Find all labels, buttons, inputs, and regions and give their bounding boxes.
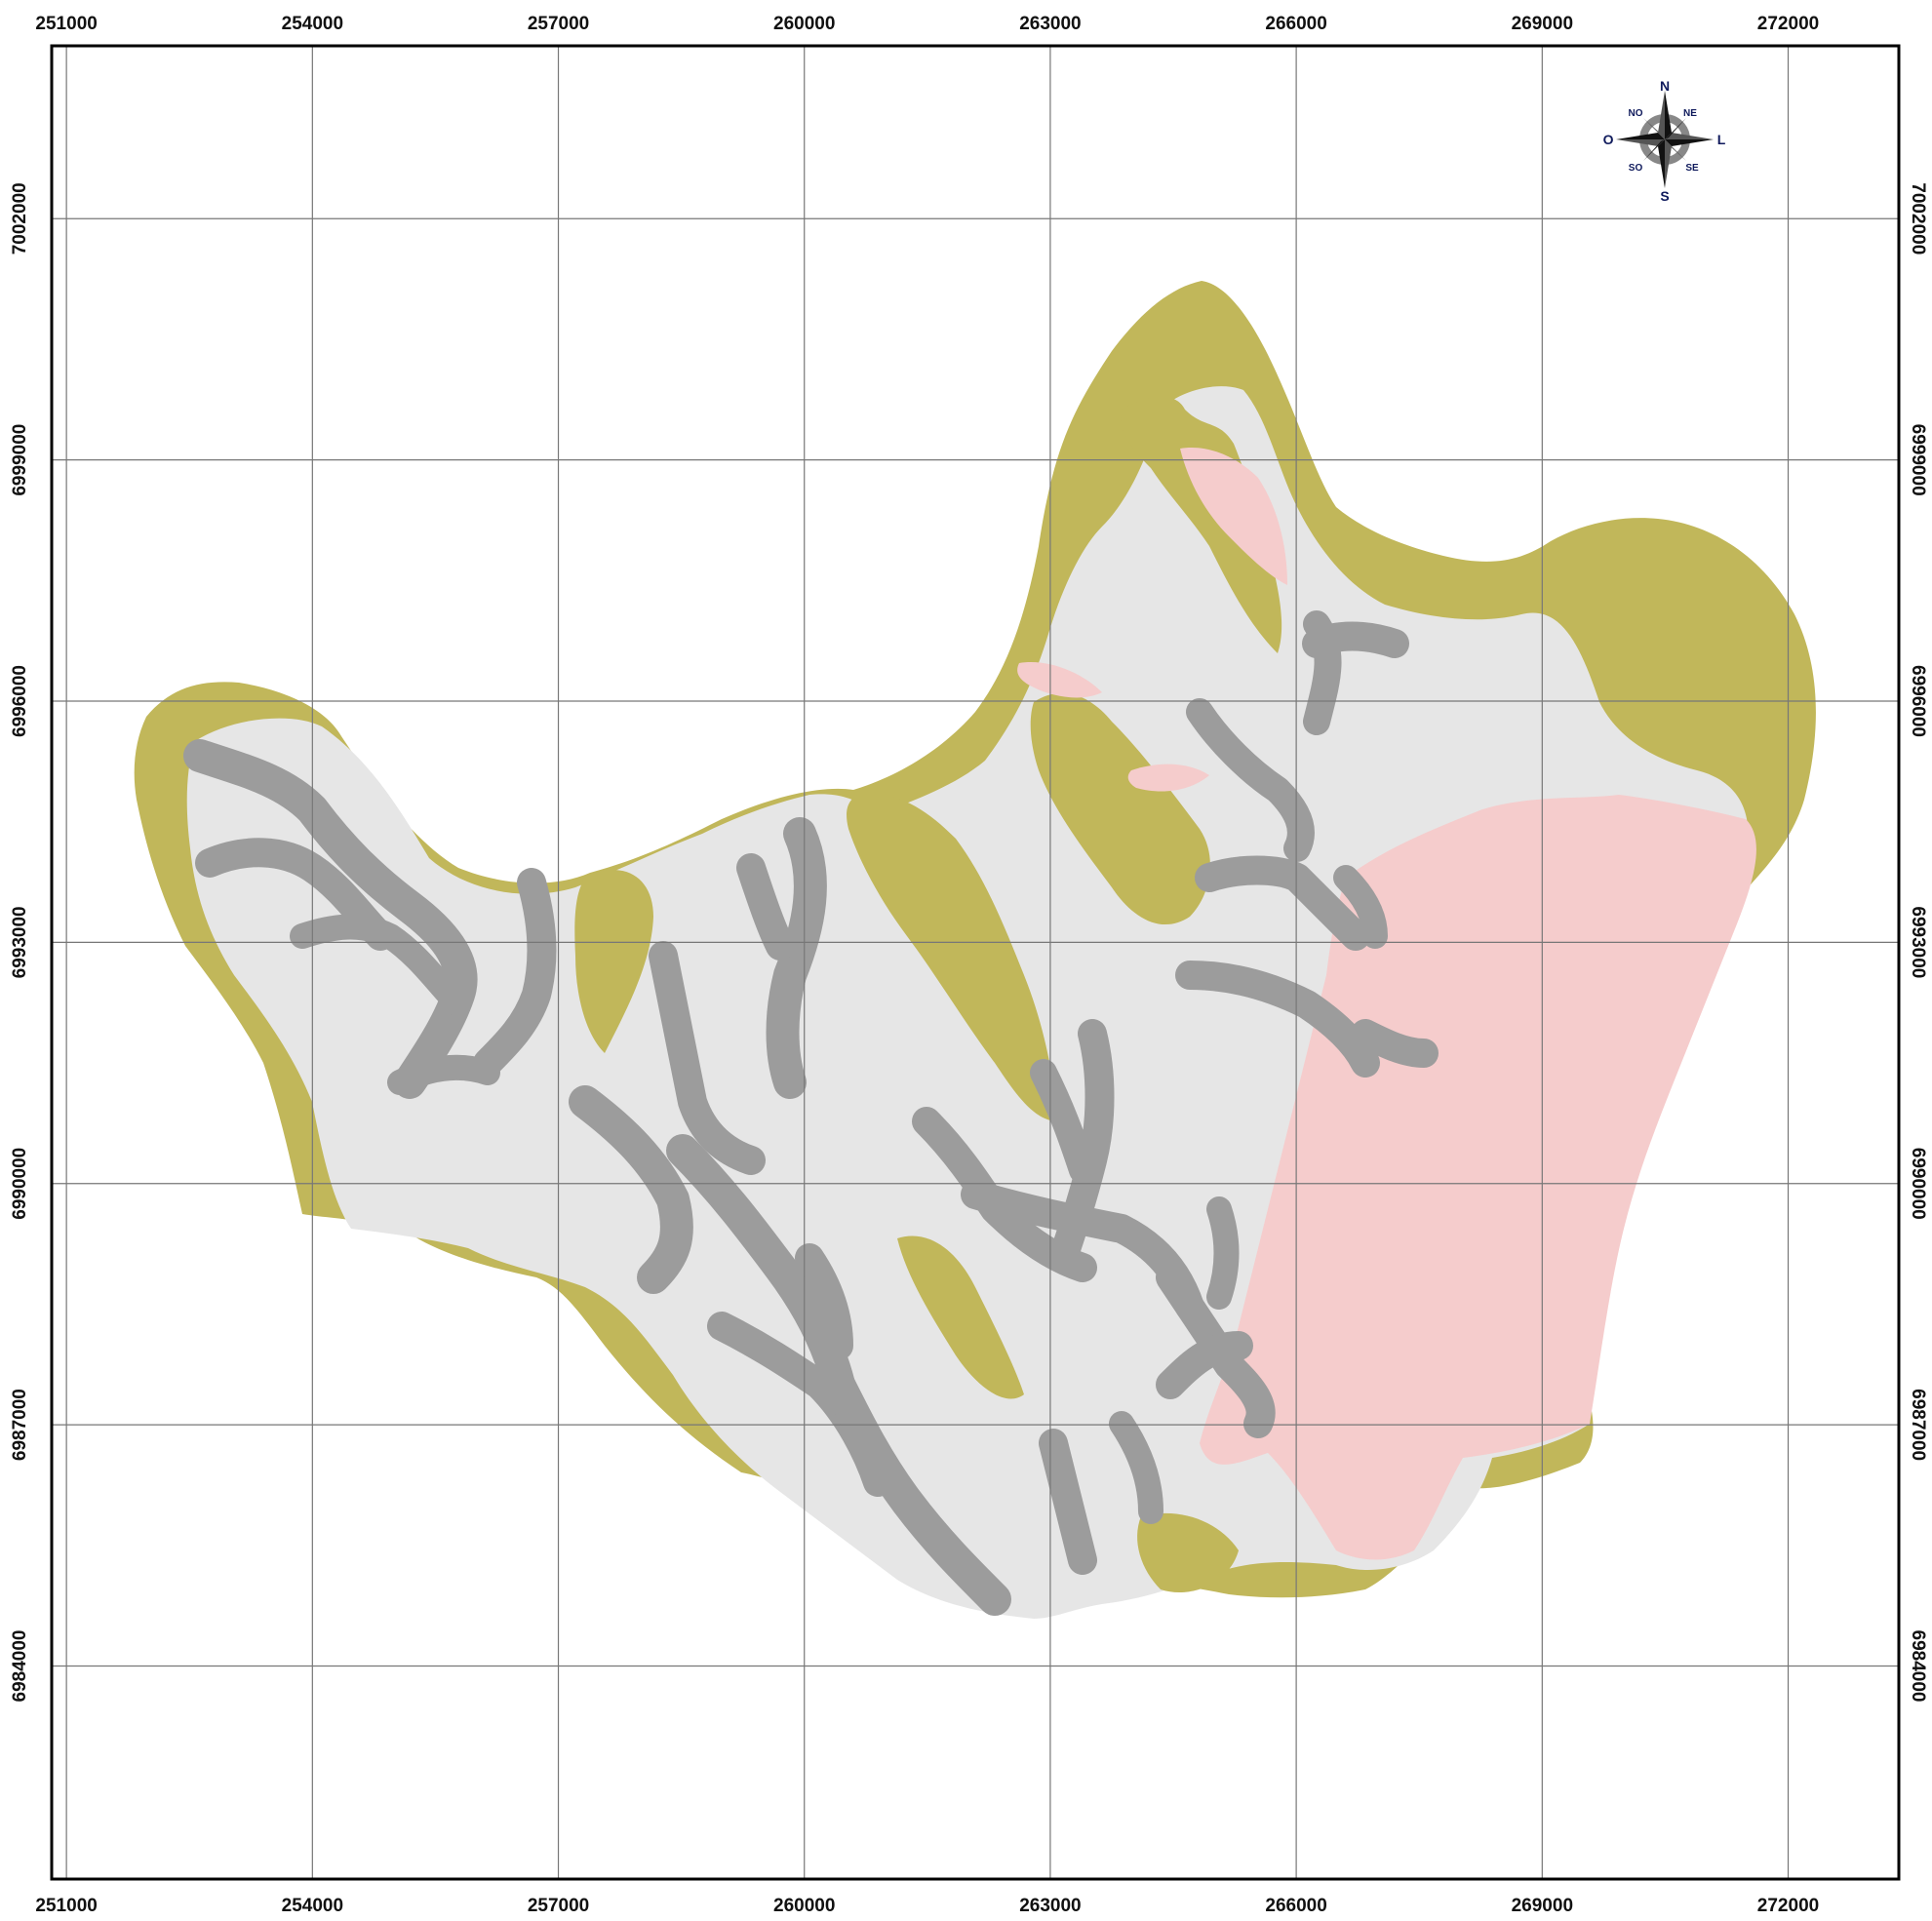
y-tick-label-left: 6984000: [10, 1630, 30, 1703]
x-tick-label-bottom: 269000: [1512, 1896, 1573, 1916]
y-tick-label-left: 6999000: [10, 424, 30, 496]
olive-inner-ridge: [1030, 692, 1210, 925]
olive-inner-south: [1137, 1512, 1239, 1593]
olive-inner-mid: [897, 1235, 1024, 1399]
y-tick-label-right: 7002000: [1908, 182, 1928, 255]
compass-rose-icon: N S L O NE NO SE SO: [1603, 78, 1726, 204]
map-grid: [52, 46, 1899, 1879]
x-tick-label-bottom: 257000: [528, 1896, 589, 1916]
x-tick-label-bottom: 263000: [1019, 1896, 1081, 1916]
x-tick-labels-top: 251000 254000 257000 260000 263000 266000 2690…: [35, 14, 1819, 34]
y-tick-label-left: 6990000: [10, 1148, 30, 1220]
pink-patch-small-a: [1017, 662, 1102, 698]
olive-inner-north: [1121, 396, 1282, 653]
y-tick-label-right: 6990000: [1908, 1148, 1928, 1220]
dark-gray-drainage: [183, 610, 1439, 1616]
pink-patch-north: [1180, 448, 1287, 585]
x-tick-label-top: 260000: [773, 14, 835, 34]
x-tick-label-top: 269000: [1512, 14, 1573, 34]
map-area: [134, 281, 1816, 1620]
x-tick-label-top: 254000: [282, 14, 343, 34]
y-tick-label-right: 6984000: [1908, 1630, 1928, 1703]
x-tick-label-top: 251000: [35, 14, 97, 34]
y-tick-label-right: 6993000: [1908, 906, 1928, 978]
y-tick-label-right: 6987000: [1908, 1389, 1928, 1461]
x-tick-label-top: 263000: [1019, 14, 1081, 34]
compass-se: SE: [1685, 163, 1699, 174]
x-tick-label-bottom: 272000: [1757, 1896, 1819, 1916]
map-frame: [50, 44, 1901, 1881]
y-tick-labels-left: 7002000 6999000 6996000 6993000 6990000 69870…: [10, 182, 30, 1702]
compass-n: N: [1660, 78, 1670, 94]
compass-e: L: [1717, 132, 1726, 147]
compass-sw: SO: [1629, 163, 1643, 174]
x-tick-label-bottom: 251000: [35, 1896, 97, 1916]
y-tick-label-left: 7002000: [10, 182, 30, 255]
x-tick-label-bottom: 266000: [1265, 1896, 1326, 1916]
basin-pink-zone: [1200, 795, 1756, 1560]
compass-nw: NO: [1629, 108, 1643, 119]
x-tick-label-top: 257000: [528, 14, 589, 34]
compass-w: O: [1603, 132, 1614, 147]
y-tick-label-left: 6987000: [10, 1389, 30, 1461]
x-tick-label-top: 272000: [1757, 14, 1819, 34]
x-tick-label-bottom: 254000: [282, 1896, 343, 1916]
olive-inner-center: [847, 794, 1058, 1121]
y-tick-labels-right: 7002000 6999000 6996000 6993000 6990000 69870…: [1908, 182, 1928, 1702]
compass-ne: NE: [1683, 108, 1697, 119]
y-tick-label-left: 6996000: [10, 665, 30, 737]
y-tick-label-right: 6999000: [1908, 424, 1928, 496]
pink-patch-small-b: [1127, 764, 1209, 792]
olive-inner-west: [574, 870, 653, 1053]
x-tick-label-bottom: 260000: [773, 1896, 835, 1916]
y-tick-label-left: 6993000: [10, 906, 30, 978]
x-tick-labels-bottom: 251000 254000 257000 260000 263000 266000 2690…: [35, 1896, 1819, 1916]
compass-s: S: [1660, 188, 1669, 204]
y-tick-label-right: 6996000: [1908, 665, 1928, 737]
x-tick-label-top: 266000: [1265, 14, 1326, 34]
